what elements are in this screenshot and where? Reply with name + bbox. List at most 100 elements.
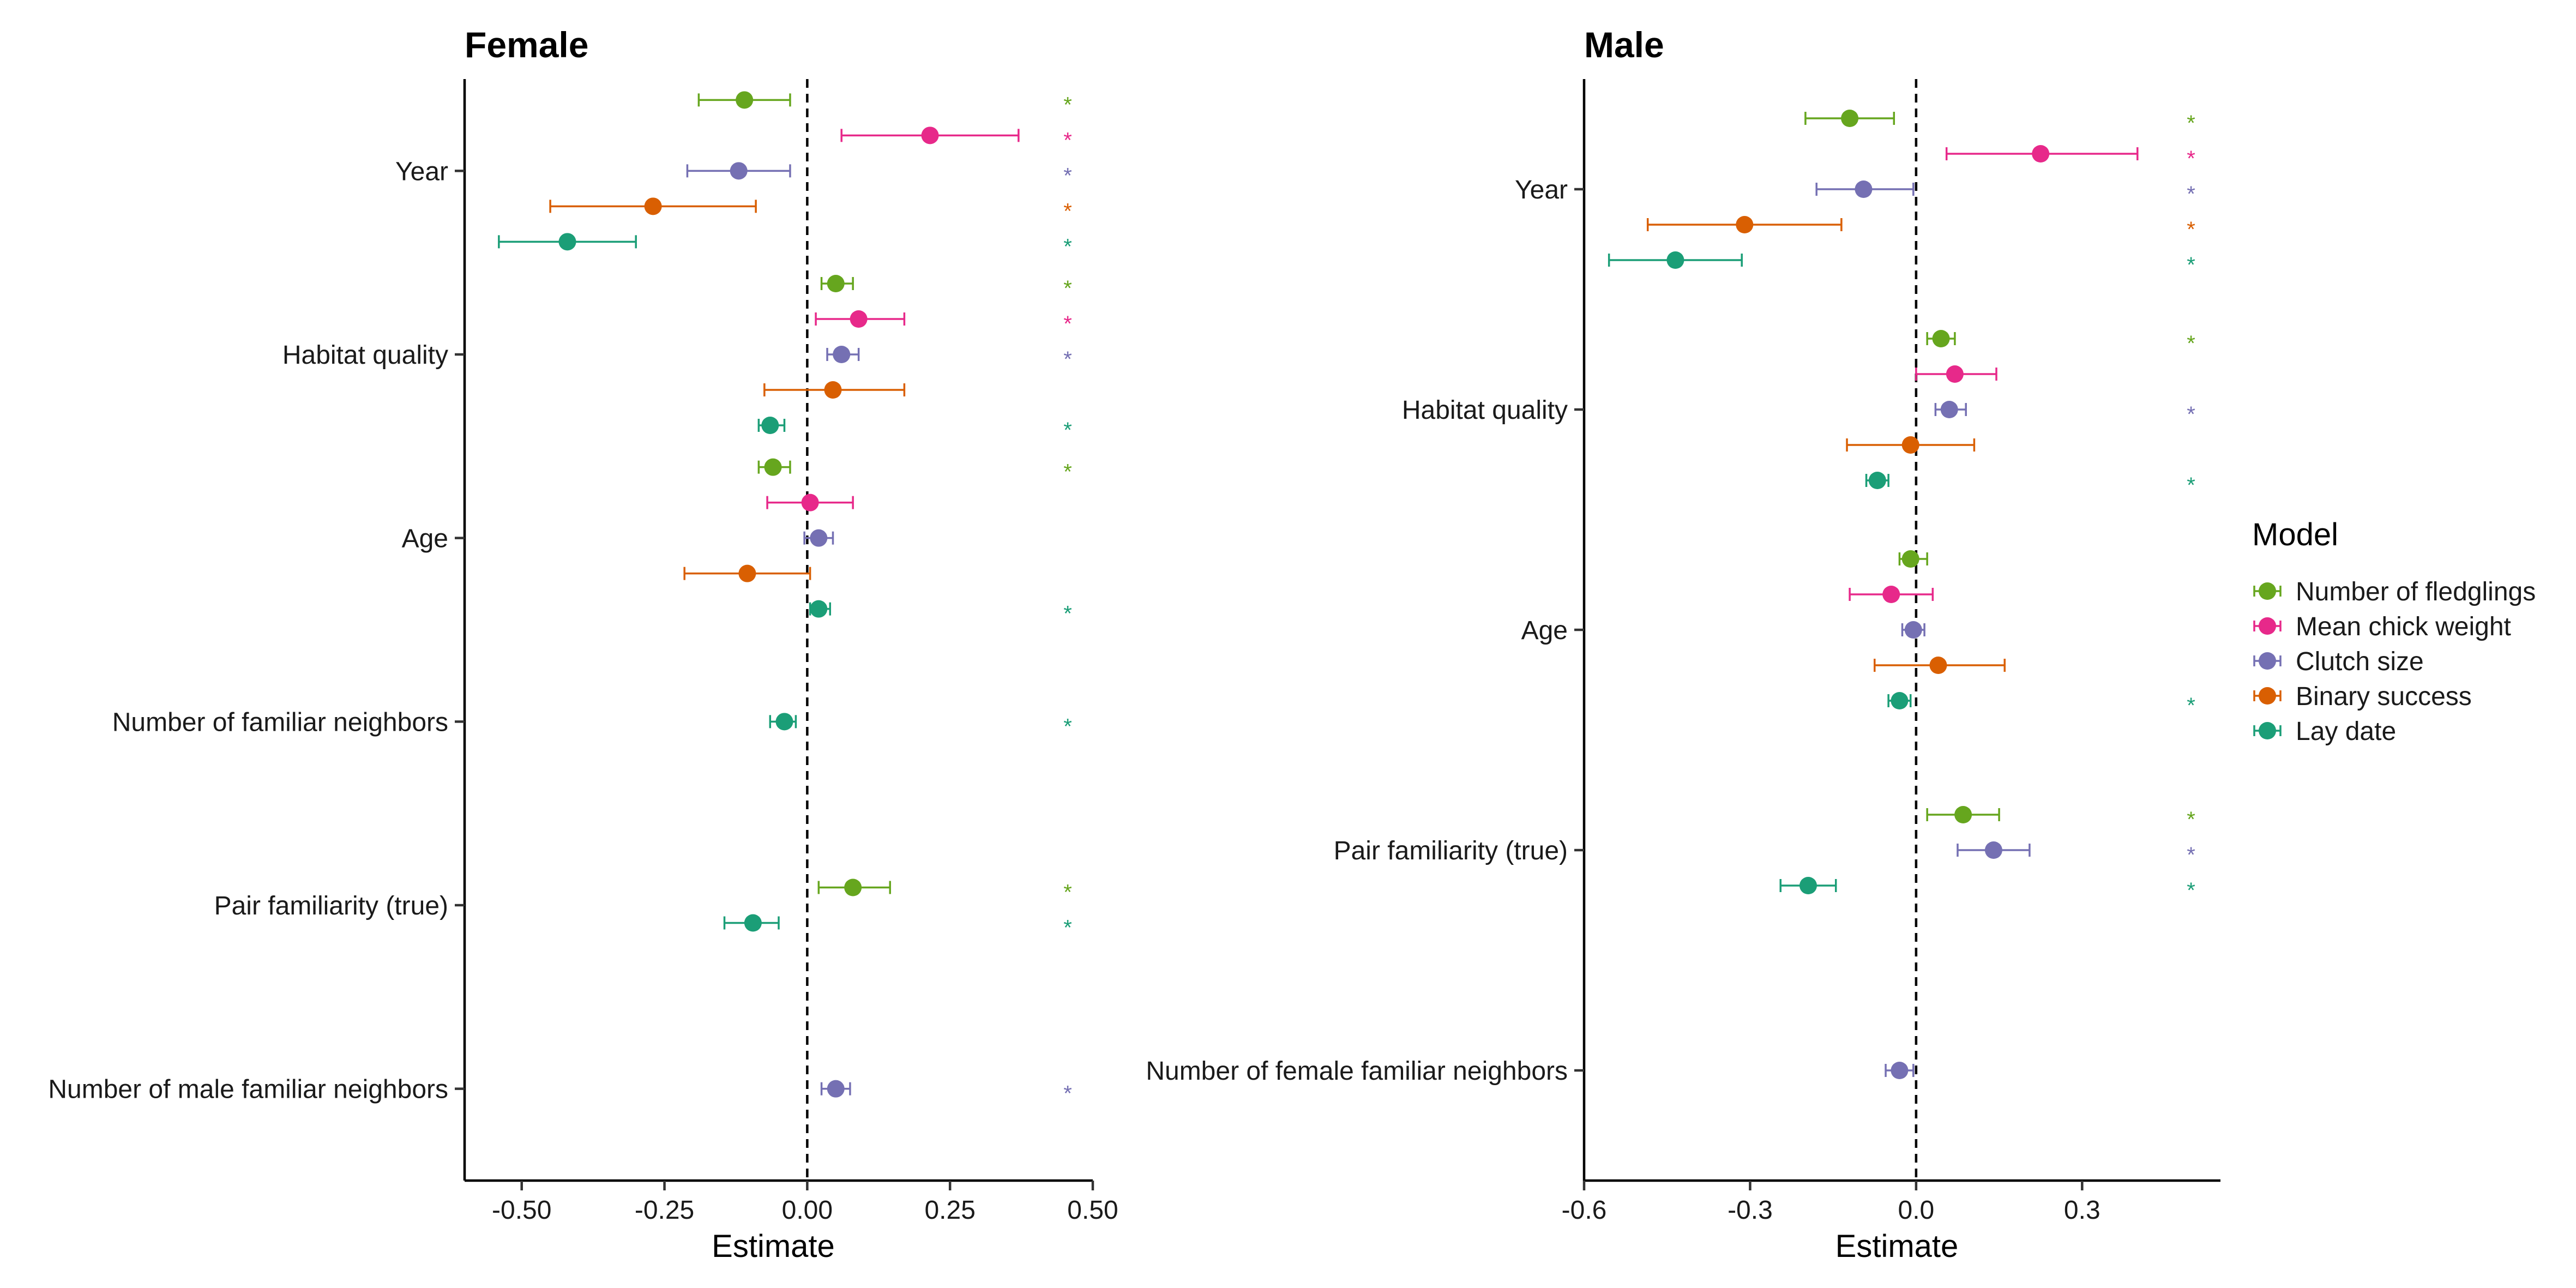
estimate-year-chick_weight: *: [1945, 145, 2195, 171]
estimate-age-clutch: [803, 529, 834, 547]
significance-star: *: [1063, 1082, 1072, 1106]
estimate-year-fledglings: *: [697, 91, 1072, 117]
estimate-point: [1841, 110, 1859, 127]
y-tick-label: Habitat quality: [282, 341, 448, 370]
estimate-habitat-quality-fledglings: *: [1926, 330, 2195, 356]
estimate-habitat-quality-lay_date: *: [757, 417, 1072, 442]
significance-star: *: [2187, 218, 2195, 242]
significance-star: *: [1063, 460, 1072, 484]
legend-label: Number of fledglings: [2296, 577, 2536, 606]
x-tick-label: 0.00: [782, 1196, 833, 1225]
estimate-age-lay_date: *: [809, 600, 1072, 626]
legend-label: Clutch size: [2296, 647, 2424, 676]
estimate-point: [810, 600, 828, 618]
estimate-pair-familiarity-true-lay_date: *: [1779, 877, 2195, 902]
estimate-point: [827, 1080, 845, 1098]
estimate-point: [1946, 365, 1964, 383]
estimate-point: [801, 493, 819, 511]
estimate-year-chick_weight: *: [840, 127, 1072, 152]
estimate-age-chick_weight: [1849, 586, 1934, 603]
estimate-pair-familiarity-true-lay_date: *: [723, 914, 1072, 940]
estimate-point: [824, 381, 842, 399]
legend-label: Mean chick weight: [2296, 612, 2511, 641]
significance-star: *: [1063, 916, 1072, 940]
estimate-point: [1901, 436, 1919, 454]
significance-star: *: [1063, 714, 1072, 738]
panel-male: Male -0.6 -0.3 0.0 0.3 Estimate Year Habitat qu…: [1146, 25, 2220, 1264]
legend-key-point: [2259, 722, 2276, 739]
estimate-point: [558, 233, 576, 251]
significance-star: *: [1063, 128, 1072, 152]
estimate-habitat-quality-clutch: *: [1934, 401, 2195, 426]
estimate-point: [827, 275, 845, 292]
estimate-age-fledglings: *: [757, 458, 1072, 484]
significance-star: *: [2187, 808, 2195, 832]
legend-item-lay-date: Lay date: [2253, 717, 2396, 746]
y-tick-label: Habitat quality: [1402, 396, 1568, 425]
significance-star: *: [2187, 402, 2195, 426]
estimate-point: [730, 162, 748, 180]
estimate-point: [1891, 1062, 1909, 1079]
estimate-point: [1904, 621, 1922, 639]
significance-star: *: [2187, 253, 2195, 277]
panel-female: Female -0.50 -0.25 0.00 0.25 0.50 Estimate Year…: [48, 25, 1118, 1264]
estimate-age-clutch: [1901, 621, 1925, 639]
significance-star: *: [2187, 473, 2195, 497]
y-tick-label: Pair familiarity (true): [214, 892, 448, 920]
legend-label: Lay date: [2296, 717, 2396, 746]
estimate-point: [1954, 806, 1972, 823]
estimate-number-of-female-familiar-neighbors-clutch: [1885, 1062, 1915, 1079]
estimate-point: [736, 91, 754, 109]
significance-star: *: [1063, 312, 1072, 336]
estimate-point: [833, 346, 851, 363]
estimate-point: [1891, 692, 1909, 709]
estimate-point: [1932, 330, 1950, 347]
x-tick-label: -0.3: [1728, 1196, 1773, 1225]
estimate-age-binary: [683, 564, 811, 582]
panel-title: Male: [1584, 25, 1664, 65]
estimate-year-lay_date: *: [1608, 251, 2195, 277]
legend-item-mean-chick-weight: Mean chick weight: [2253, 612, 2511, 641]
significance-star: *: [1063, 234, 1072, 258]
y-tick-label: Year: [1515, 176, 1568, 204]
estimate-age-binary: [1874, 657, 2006, 674]
legend-item-binary-success: Binary success: [2253, 682, 2472, 711]
estimate-point: [1940, 401, 1958, 418]
estimate-point: [1901, 550, 1919, 568]
y-tick-label: Year: [395, 157, 448, 186]
significance-star: *: [1063, 881, 1072, 905]
estimate-pair-familiarity-true-fledglings: *: [1926, 806, 2195, 832]
legend: Model Number of fledglings Mean chick weig…: [2252, 517, 2536, 746]
x-axis-title: Estimate: [712, 1229, 835, 1264]
estimate-habitat-quality-fledglings: *: [820, 275, 1072, 300]
estimate-point: [1882, 586, 1900, 603]
x-tick-label: 0.25: [924, 1196, 975, 1225]
x-tick-label: -0.25: [635, 1196, 694, 1225]
estimate-year-binary: *: [1646, 216, 2195, 242]
estimate-year-clutch: *: [1815, 180, 2195, 206]
significance-star: *: [1063, 93, 1072, 117]
legend-item-number-of-fledglings: Number of fledglings: [2253, 577, 2536, 606]
x-tick-label: 0.50: [1067, 1196, 1118, 1225]
estimate-point: [764, 458, 782, 476]
x-tick-label: 0.3: [2064, 1196, 2100, 1225]
significance-star: *: [1063, 164, 1072, 188]
estimate-point: [744, 914, 762, 932]
x-tick-label: -0.50: [492, 1196, 551, 1225]
estimate-year-lay_date: *: [498, 233, 1072, 258]
y-tick-label: Number of female familiar neighbors: [1146, 1057, 1568, 1086]
significance-star: *: [1063, 199, 1072, 223]
legend-title: Model: [2252, 517, 2338, 552]
estimate-point: [1929, 657, 1947, 674]
estimate-point: [810, 529, 828, 547]
estimate-point: [1868, 472, 1886, 489]
estimate-point: [921, 127, 939, 145]
estimate-pair-familiarity-true-fledglings: *: [817, 878, 1072, 905]
estimate-habitat-quality-chick_weight: [1915, 365, 1997, 383]
y-tick-label: Age: [402, 525, 448, 553]
legend-label: Binary success: [2296, 682, 2472, 711]
y-tick-label: Number of familiar neighbors: [112, 708, 448, 737]
estimate-pair-familiarity-true-clutch: *: [1957, 841, 2195, 867]
legend-key-point: [2259, 652, 2276, 670]
estimate-age-fledglings: [1898, 550, 1928, 568]
